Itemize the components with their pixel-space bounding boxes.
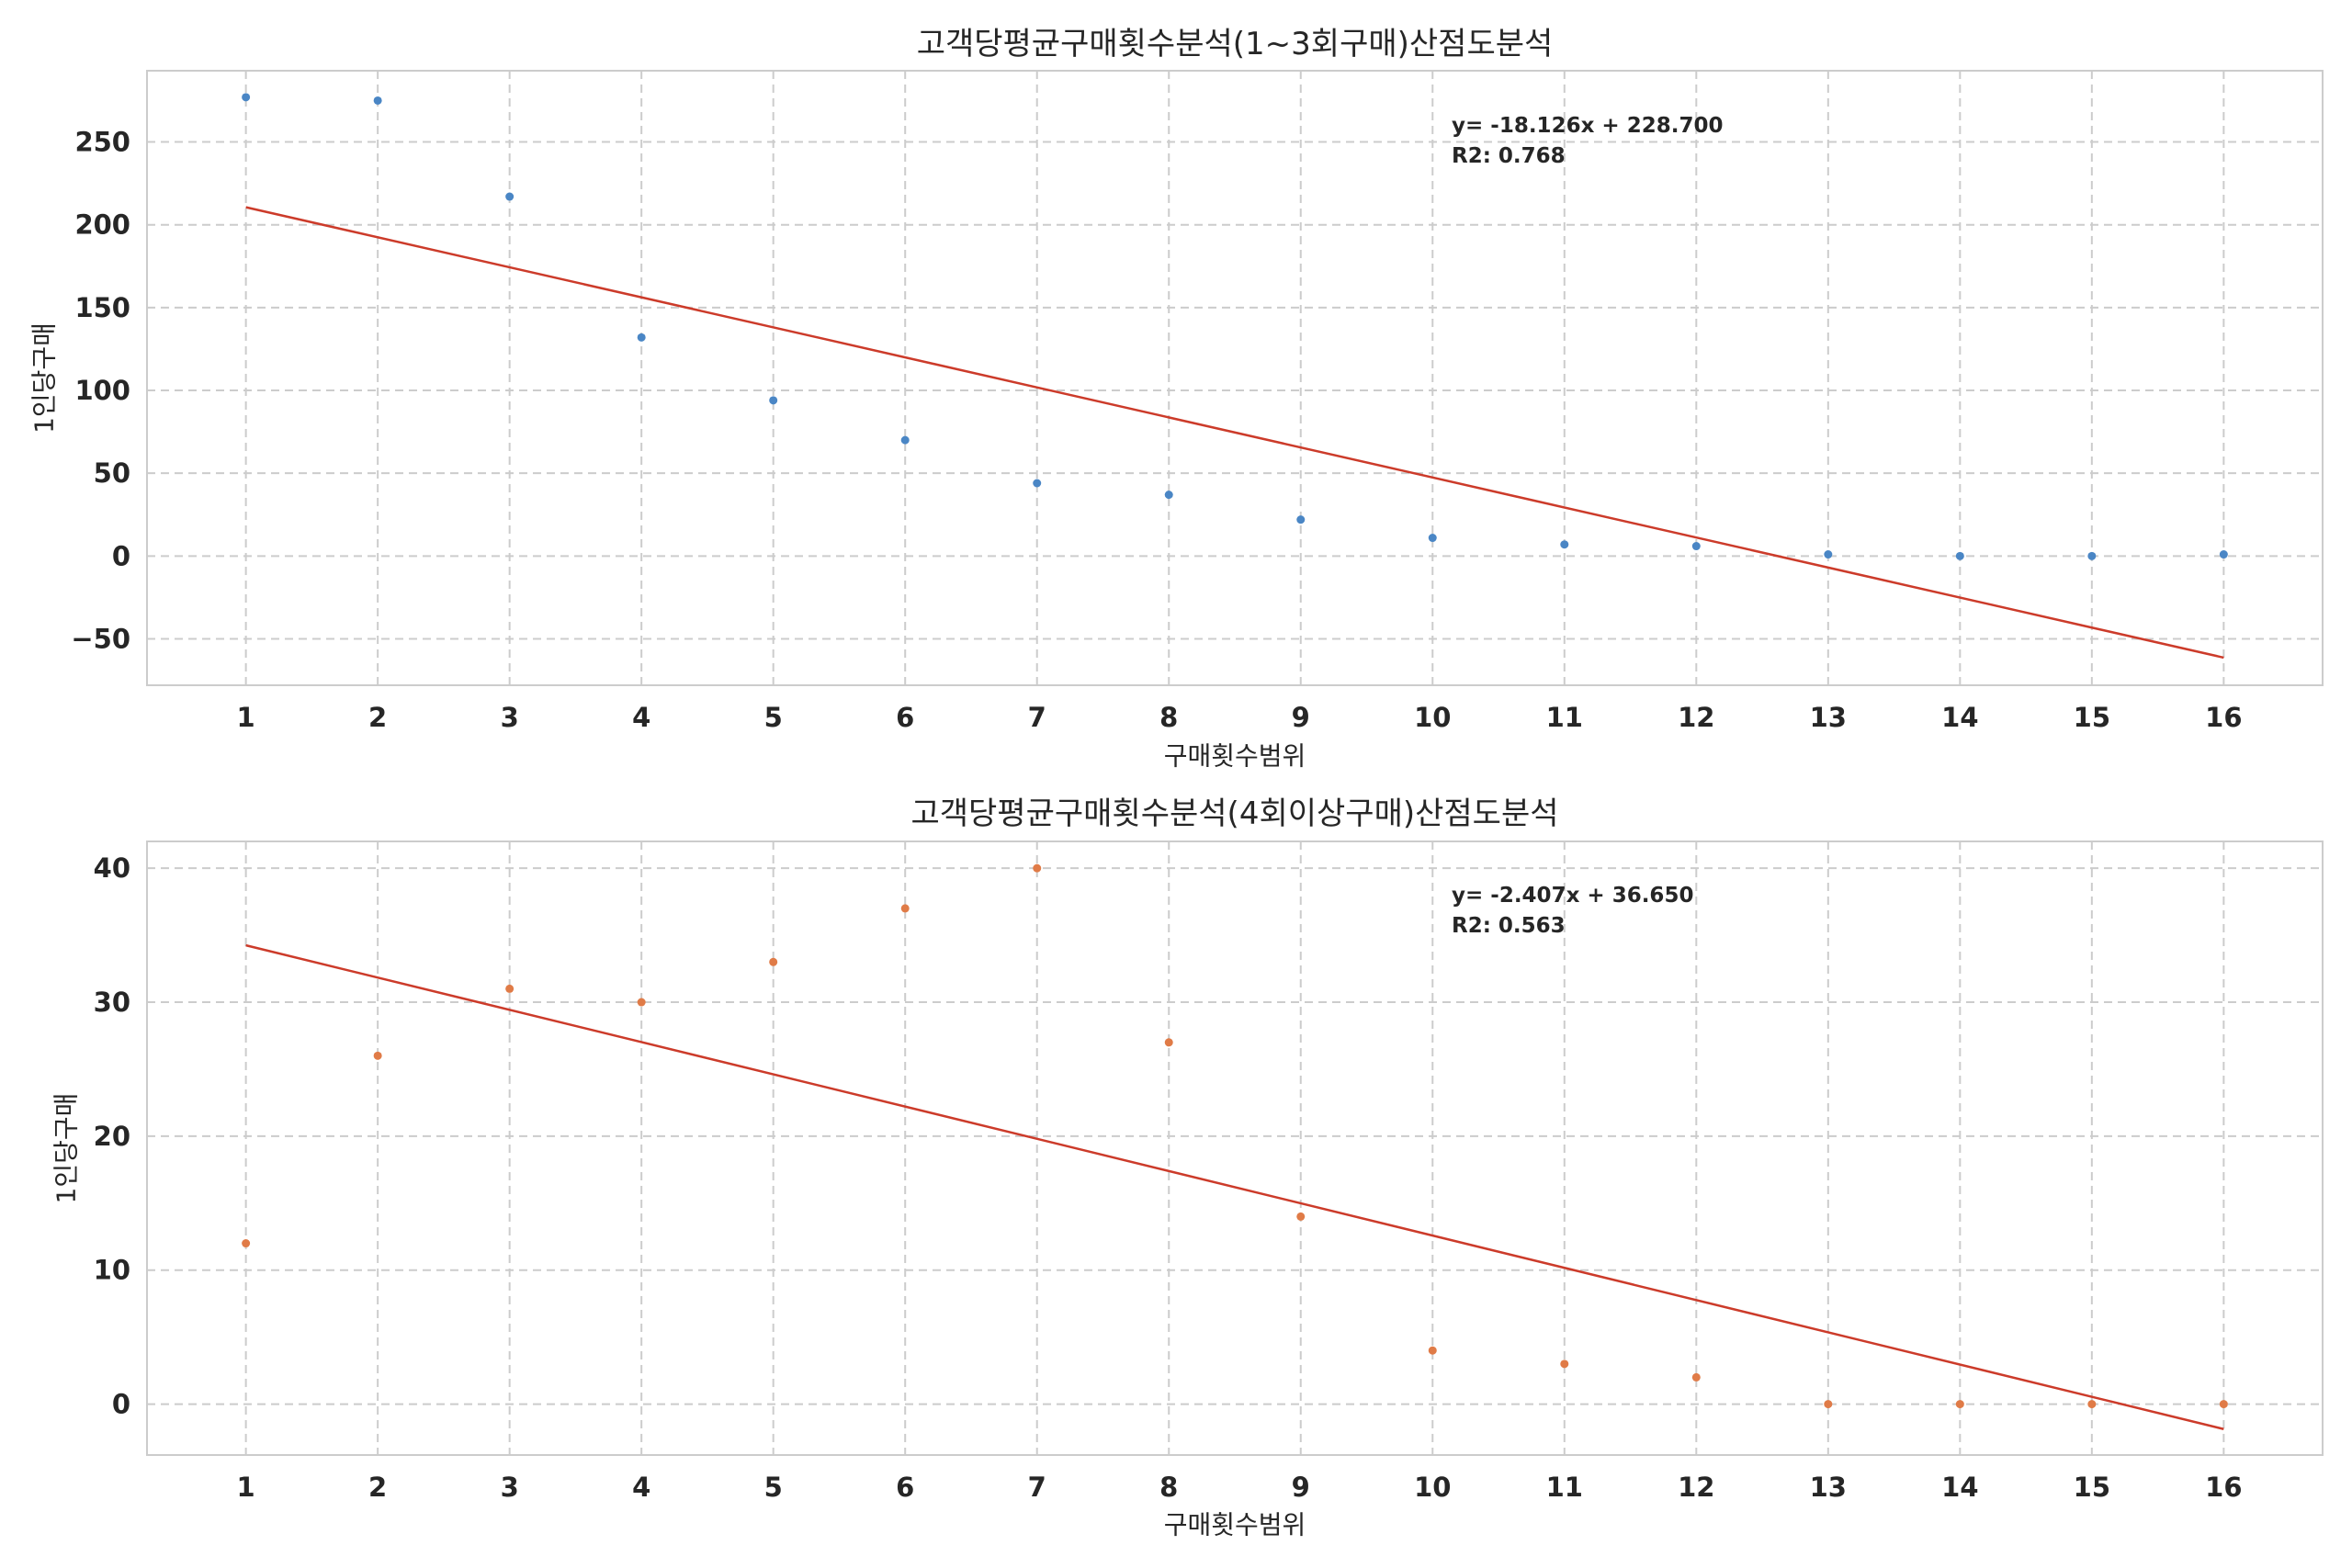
chart-1-x-tick-label-12: 12	[1678, 702, 1714, 733]
chart-2-plot-area	[146, 840, 2324, 1456]
chart-2-x-tick-label-2: 2	[368, 1472, 387, 1503]
chart-1-x-tick-label-15: 15	[2074, 702, 2110, 733]
chart-1-trend-line	[245, 206, 2224, 660]
chart-1-r-squared: R2: 0.768	[1452, 144, 1566, 168]
chart-1-point-10	[1428, 534, 1437, 543]
chart-2-point-4	[637, 998, 646, 1007]
chart-2-point-5	[769, 957, 778, 966]
chart-2-x-tick-label-12: 12	[1678, 1472, 1714, 1503]
chart-2-y-tick-label-5: 40	[94, 852, 130, 884]
chart-1-x-axis-label: 구매횟수범위	[1164, 741, 1306, 772]
chart-2-point-14	[1955, 1400, 1964, 1409]
chart-1-point-3	[505, 192, 514, 201]
chart-1-plot-area	[146, 70, 2324, 686]
chart-2-y-tick-label-3: 20	[94, 1121, 130, 1152]
chart-1-x-tick-label-2: 2	[368, 702, 387, 733]
chart-2-point-7	[1033, 863, 1042, 873]
chart-1-x-tick-label-9: 9	[1292, 702, 1310, 733]
chart-1-x-tick-label-11: 11	[1546, 702, 1583, 733]
chart-2-point-11	[1560, 1359, 1569, 1369]
chart-2-y-tick-label-2: 10	[94, 1255, 130, 1286]
chart-2-point-15	[2087, 1400, 2097, 1409]
chart-2-point-3	[505, 984, 514, 993]
chart-1-x-tick-label-13: 13	[1810, 702, 1847, 733]
chart-2-x-tick-label-4: 4	[632, 1472, 650, 1503]
chart-1-x-tick-label-5: 5	[764, 702, 783, 733]
chart-1-point-4	[637, 333, 646, 342]
chart-2-x-tick-label-14: 14	[1941, 1472, 1978, 1503]
chart-2-trend-line	[245, 943, 2224, 1430]
chart-2-y-tick-label-1: 0	[112, 1389, 130, 1420]
chart-1-x-tick-label-3: 3	[501, 702, 519, 733]
chart-1-x-tick-label-7: 7	[1028, 702, 1046, 733]
chart-2-x-tick-label-8: 8	[1159, 1472, 1178, 1503]
chart-1-point-8	[1164, 491, 1173, 500]
chart-1-y-tick-label-5: 150	[74, 292, 130, 323]
chart-2-x-tick-label-13: 13	[1810, 1472, 1847, 1503]
chart-1-x-tick-label-8: 8	[1159, 702, 1178, 733]
chart-1-y-tick-label-1: −50	[71, 624, 130, 655]
chart-1-point-11	[1560, 540, 1569, 549]
chart-2-r-squared: R2: 0.563	[1452, 914, 1566, 938]
chart-1-point-13	[1824, 550, 1833, 559]
chart-2-x-tick-label-11: 11	[1546, 1472, 1583, 1503]
chart-1-title: 고객당평균구매횟수분석(1~3회구매)산점도분석	[917, 26, 1554, 62]
chart-1-x-tick-label-10: 10	[1414, 702, 1451, 733]
chart-2-x-tick-label-3: 3	[501, 1472, 519, 1503]
chart-1-x-tick-label-6: 6	[896, 702, 914, 733]
chart-1-point-16	[2219, 550, 2228, 559]
chart-2-point-16	[2219, 1400, 2228, 1409]
chart-1-y-tick-label-2: 0	[112, 540, 130, 571]
chart-2-x-tick-label-5: 5	[764, 1472, 783, 1503]
chart-1-point-12	[1691, 542, 1701, 551]
chart-1-regression-equation: y= -18.126x + 228.700	[1452, 114, 1723, 138]
chart-2-x-tick-label-16: 16	[2205, 1472, 2242, 1503]
chart-2-point-12	[1691, 1372, 1701, 1382]
chart-1-point-14	[1955, 551, 1964, 560]
chart-2-point-10	[1428, 1346, 1437, 1355]
chart-1-point-6	[900, 435, 910, 445]
chart-2-point-1	[242, 1239, 251, 1248]
chart-1-point-9	[1296, 515, 1306, 525]
chart-2-regression-equation: y= -2.407x + 36.650	[1452, 884, 1693, 908]
chart-1-x-tick-label-14: 14	[1941, 702, 1978, 733]
chart-1-y-tick-label-4: 100	[74, 375, 130, 406]
chart-1-y-axis-label: 1인당구매	[29, 322, 60, 434]
chart-2-point-8	[1164, 1038, 1173, 1047]
chart-1-y-tick-label-6: 200	[74, 209, 130, 241]
chart-1-point-5	[769, 396, 778, 405]
chart-2-x-axis-label: 구매횟수범위	[1164, 1510, 1306, 1540]
chart-2-point-9	[1296, 1212, 1306, 1221]
chart-2-y-axis-label: 1인당구매	[51, 1093, 82, 1204]
chart-2-y-tick-label-4: 30	[94, 987, 130, 1018]
chart-2-x-tick-label-6: 6	[896, 1472, 914, 1503]
chart-1-x-tick-label-16: 16	[2205, 702, 2242, 733]
chart-2-x-tick-label-10: 10	[1414, 1472, 1451, 1503]
chart-1-point-15	[2087, 551, 2097, 560]
chart-2-point-6	[900, 904, 910, 913]
chart-2-x-tick-label-9: 9	[1292, 1472, 1310, 1503]
chart-1-y-tick-label-7: 250	[74, 127, 130, 158]
chart-1-x-tick-label-1: 1	[237, 702, 255, 733]
chart-1-y-tick-label-3: 50	[94, 457, 130, 489]
chart-2-x-tick-label-1: 1	[237, 1472, 255, 1503]
chart-1-point-1	[242, 93, 251, 102]
chart-1-point-7	[1033, 479, 1042, 488]
chart-2-x-tick-label-15: 15	[2074, 1472, 2110, 1503]
chart-2-x-tick-label-7: 7	[1028, 1472, 1046, 1503]
chart-2-point-13	[1824, 1400, 1833, 1409]
chart-1-x-tick-label-4: 4	[632, 702, 650, 733]
chart-2-title: 고객당평균구매횟수분석(4회이상구매)산점도분석	[910, 795, 1558, 832]
chart-2-point-2	[373, 1051, 382, 1060]
chart-1-point-2	[373, 96, 382, 105]
